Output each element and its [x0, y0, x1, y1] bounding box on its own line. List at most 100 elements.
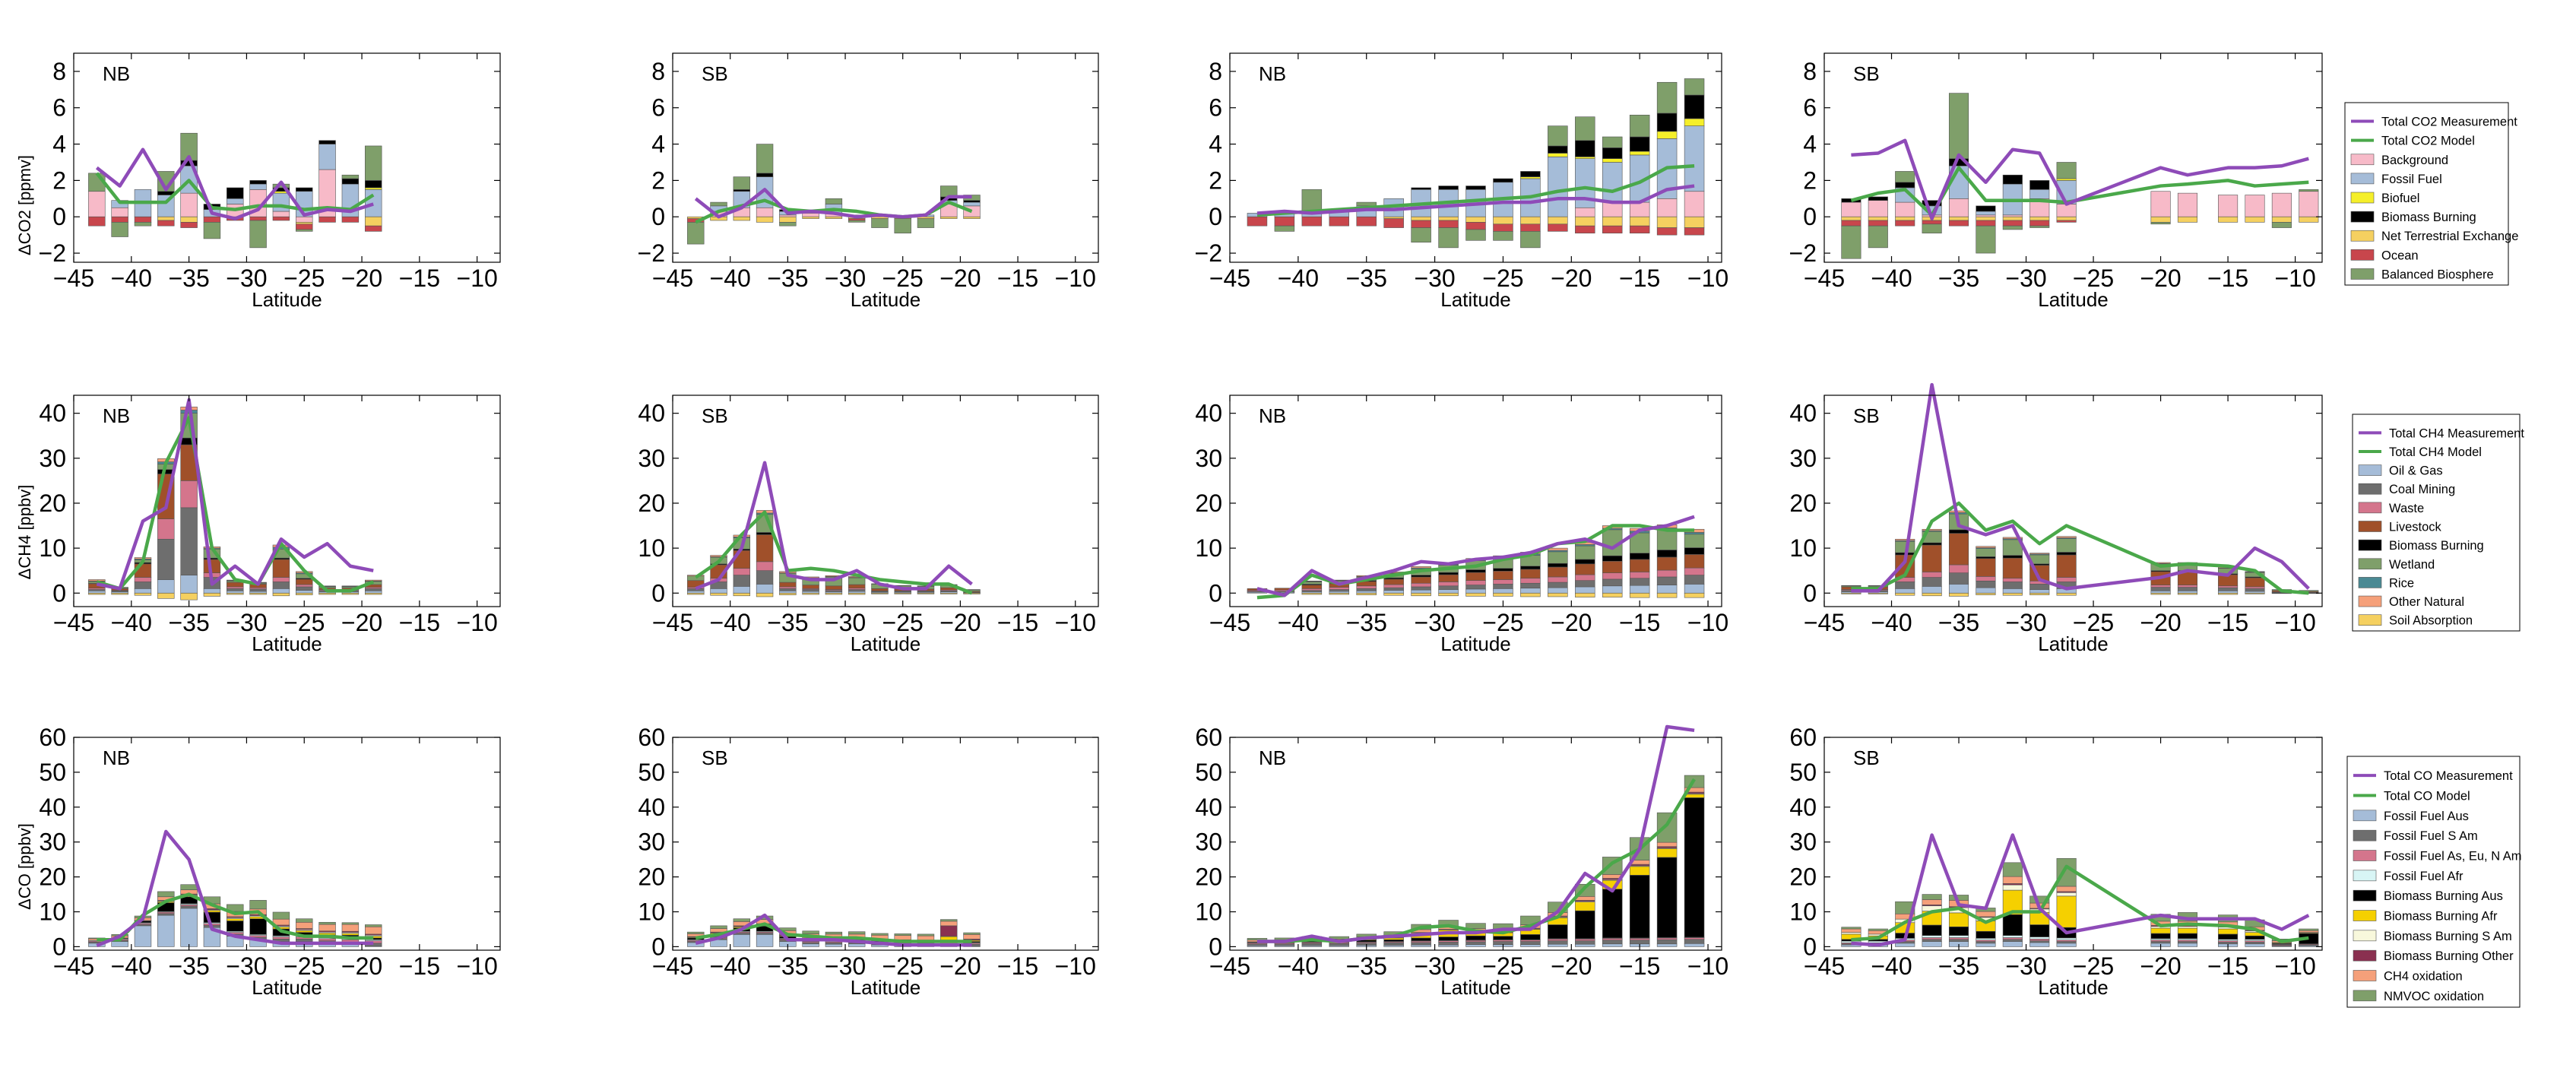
bar-segment — [687, 590, 705, 594]
bar-segment — [1656, 569, 1678, 578]
x-tick-label: −20 — [341, 609, 382, 636]
bar-segment — [2002, 578, 2023, 582]
bar-segment — [2002, 216, 2023, 221]
bar-segment — [1465, 572, 1486, 581]
measurement-line — [1851, 382, 2310, 593]
legend-label: Total CO2 Model — [2381, 135, 2475, 148]
bar-segment — [88, 216, 106, 227]
bar-segment — [1948, 935, 1969, 938]
bar-segment — [687, 592, 705, 595]
axes-frame — [1823, 395, 2323, 607]
bar-segment — [249, 588, 267, 592]
x-tick-label: −15 — [2207, 609, 2248, 636]
bar-segment — [1301, 585, 1323, 589]
bar-segment — [2029, 940, 2050, 943]
bar-segment — [227, 918, 244, 921]
bar-segment — [1684, 575, 1705, 585]
bar-segment — [1465, 935, 1486, 940]
bar-segment — [1976, 943, 1996, 947]
bar-segment — [1411, 575, 1431, 578]
bar-segment — [1548, 576, 1568, 583]
y-tick-label: 8 — [1209, 58, 1222, 85]
x-tick-label: −40 — [710, 952, 751, 980]
bar-segment — [802, 589, 819, 592]
legend-label: Soil Absorption — [2389, 614, 2473, 628]
bar-segment — [1438, 574, 1459, 582]
bar-segment — [2029, 936, 2050, 940]
y-tick-label: 8 — [52, 58, 66, 85]
bar-segment — [364, 592, 382, 595]
bar-segment — [2029, 220, 2050, 227]
bar-segment — [1465, 592, 1486, 597]
bar-segment — [2299, 191, 2319, 217]
bar-segment — [1841, 928, 1862, 933]
bar-segment — [364, 926, 382, 935]
bar-segment — [1922, 924, 1942, 936]
bar-segment — [756, 534, 774, 563]
y-tick-label: 40 — [1195, 794, 1222, 821]
bar-segment — [1922, 935, 1942, 938]
bar-segment — [1465, 923, 1486, 929]
bar-segment — [1868, 220, 1888, 227]
y-tick-label: 8 — [1803, 58, 1817, 85]
bar-segment — [825, 943, 843, 947]
bar-segment — [318, 585, 336, 587]
legend-patch-swatch — [2350, 268, 2375, 280]
bar-segment — [1922, 586, 1942, 594]
bar-segment — [1922, 894, 1942, 900]
panel-r1-c1: −45 −40 −35 −30 −25 −20 −15 −10 0 10 20 30 40 Latitud… — [638, 395, 1099, 655]
bar-segment — [1575, 116, 1595, 141]
bar-segment — [1548, 547, 1568, 551]
bar-segment — [1329, 589, 1350, 592]
x-axis-label: Latitude — [2038, 632, 2109, 655]
legend-label: Biomass Burning — [2389, 539, 2484, 553]
bar-segment — [963, 934, 981, 940]
bar-segment — [848, 584, 866, 589]
bar-segment — [364, 590, 382, 594]
legend-label: Fossil Fuel Afr — [2384, 870, 2464, 883]
x-tick-label: −40 — [710, 609, 751, 636]
legend-label: Biomass Burning S Am — [2384, 930, 2512, 943]
bar-segment — [1656, 550, 1678, 558]
bar-segment — [1548, 216, 1568, 225]
bar-segment — [1301, 189, 1323, 212]
bar-segment — [1602, 147, 1623, 159]
bar-segment — [1948, 895, 1969, 901]
bar-segment — [687, 931, 705, 934]
bar-segment — [1922, 542, 1942, 546]
x-tick-label: −45 — [652, 609, 693, 636]
bar-segment — [1684, 554, 1705, 569]
bar-segment — [318, 140, 336, 144]
bar-segment — [779, 588, 797, 591]
bar-segment — [227, 586, 244, 589]
bar-segment — [1411, 220, 1431, 228]
bar-segment — [779, 222, 797, 227]
bar-segment — [1895, 588, 1915, 594]
x-tick-label: −45 — [1209, 265, 1250, 292]
y-tick-label: 50 — [39, 759, 66, 786]
bar-segment — [1520, 171, 1541, 177]
bar-segment — [1948, 529, 1969, 534]
bar-segment — [1922, 592, 1942, 597]
legend-label: Wetland — [2389, 558, 2435, 572]
bar-segment — [940, 921, 958, 927]
x-tick-label: −25 — [882, 265, 924, 292]
y-tick-label: 0 — [651, 933, 665, 960]
bar-segment — [111, 941, 128, 947]
bar-segment — [2245, 577, 2265, 588]
bar-segment — [1520, 592, 1541, 597]
bar-segment — [871, 592, 889, 594]
y-tick-label: 10 — [39, 534, 66, 562]
legend-patch-swatch — [2350, 173, 2375, 185]
x-tick-label: −35 — [1938, 952, 1979, 980]
bar-segment — [1976, 214, 1996, 217]
bar-segment — [1465, 222, 1486, 230]
legend-label: Coal Mining — [2389, 483, 2455, 496]
bar-segment — [134, 577, 152, 582]
legend-patch-swatch — [2350, 211, 2375, 223]
y-tick-label: 20 — [1195, 490, 1222, 517]
bar-segment — [2002, 557, 2023, 579]
bar-segment — [1438, 936, 1459, 941]
bar-segment — [1656, 198, 1678, 217]
y-tick-label: 10 — [638, 898, 665, 926]
